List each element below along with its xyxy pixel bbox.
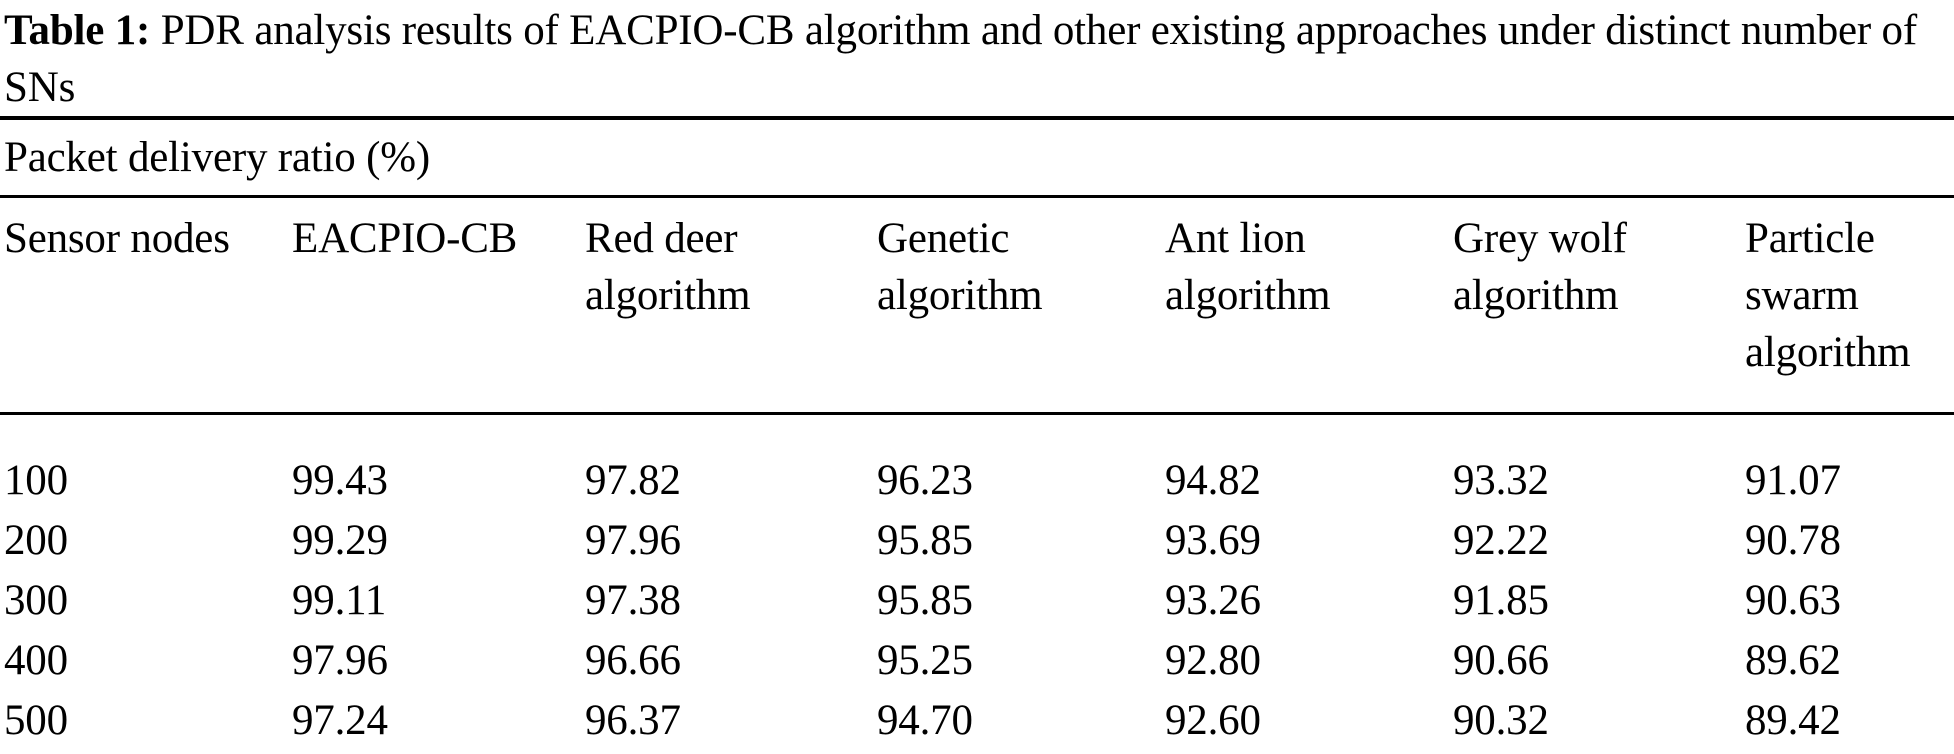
table-row: 300 99.11 97.38 95.85 93.26 91.85 90.63 — [0, 571, 1954, 631]
cell-value: 89.62 — [1745, 637, 1841, 684]
col-header-ant-lion: Ant lion algorithm — [1165, 196, 1453, 415]
cell-value: 94.82 — [1165, 457, 1261, 504]
cell-sensor-nodes: 200 — [4, 517, 68, 564]
cell-sensor-nodes: 400 — [4, 637, 68, 684]
col-header-genetic: Genetic algorithm — [877, 196, 1165, 415]
table-caption: Table 1: PDR analysis results of EACPIO-… — [0, 0, 1954, 116]
cell-value: 97.82 — [585, 457, 681, 504]
table-row: 200 99.29 97.96 95.85 93.69 92.22 90.78 — [0, 511, 1954, 571]
cell-value: 95.25 — [877, 637, 973, 684]
cell-value: 90.63 — [1745, 577, 1841, 624]
col-header-eacpio-cb: EACPIO-CB — [292, 196, 585, 415]
table-section-row: Packet delivery ratio (%) — [0, 118, 1954, 198]
cell-value: 92.22 — [1453, 517, 1549, 564]
pdr-results-table: Packet delivery ratio (%) Sensor nodes E… — [0, 116, 1954, 754]
cell-value: 93.32 — [1453, 457, 1549, 504]
cell-value: 97.38 — [585, 577, 681, 624]
cell-value: 90.78 — [1745, 517, 1841, 564]
cell-value: 99.11 — [292, 577, 387, 624]
cell-value: 96.23 — [877, 457, 973, 504]
col-header-red-deer: Red deer algorithm — [585, 196, 877, 415]
cell-value: 91.07 — [1745, 457, 1841, 504]
table-row: 100 99.43 97.82 96.23 94.82 93.32 91.07 — [0, 414, 1954, 512]
table-row: 400 97.96 96.66 95.25 92.80 90.66 89.62 — [0, 631, 1954, 691]
cell-value: 92.60 — [1165, 697, 1261, 744]
col-header-particle-swarm: Particle swarm algorithm — [1745, 196, 1954, 415]
cell-value: 90.66 — [1453, 637, 1549, 684]
cell-value: 91.85 — [1453, 577, 1549, 624]
cell-value: 89.42 — [1745, 697, 1841, 744]
cell-sensor-nodes: 100 — [4, 457, 68, 504]
cell-value: 96.37 — [585, 697, 681, 744]
col-header-sensor-nodes: Sensor nodes — [0, 196, 292, 415]
cell-value: 97.96 — [585, 517, 681, 564]
cell-sensor-nodes: 500 — [4, 697, 68, 744]
cell-value: 97.24 — [292, 697, 388, 744]
cell-value: 96.66 — [585, 637, 681, 684]
table-caption-label: Table 1: — [4, 7, 151, 54]
cell-value: 92.80 — [1165, 637, 1261, 684]
cell-value: 95.85 — [877, 577, 973, 624]
cell-value: 99.29 — [292, 517, 388, 564]
col-header-grey-wolf: Grey wolf algorithm — [1453, 196, 1745, 415]
cell-sensor-nodes: 300 — [4, 577, 68, 624]
cell-value: 99.43 — [292, 457, 388, 504]
table-header-row: Sensor nodes EACPIO-CB Red deer algorith… — [0, 196, 1954, 415]
table-row: 500 97.24 96.37 94.70 92.60 90.32 89.42 — [0, 691, 1954, 754]
table-section-header: Packet delivery ratio (%) — [0, 118, 1954, 198]
cell-value: 94.70 — [877, 697, 973, 744]
cell-value: 97.96 — [292, 637, 388, 684]
table-caption-text: PDR analysis results of EACPIO-CB algori… — [4, 7, 1917, 111]
cell-value: 93.26 — [1165, 577, 1261, 624]
cell-value: 90.32 — [1453, 697, 1549, 744]
cell-value: 93.69 — [1165, 517, 1261, 564]
cell-value: 95.85 — [877, 517, 973, 564]
